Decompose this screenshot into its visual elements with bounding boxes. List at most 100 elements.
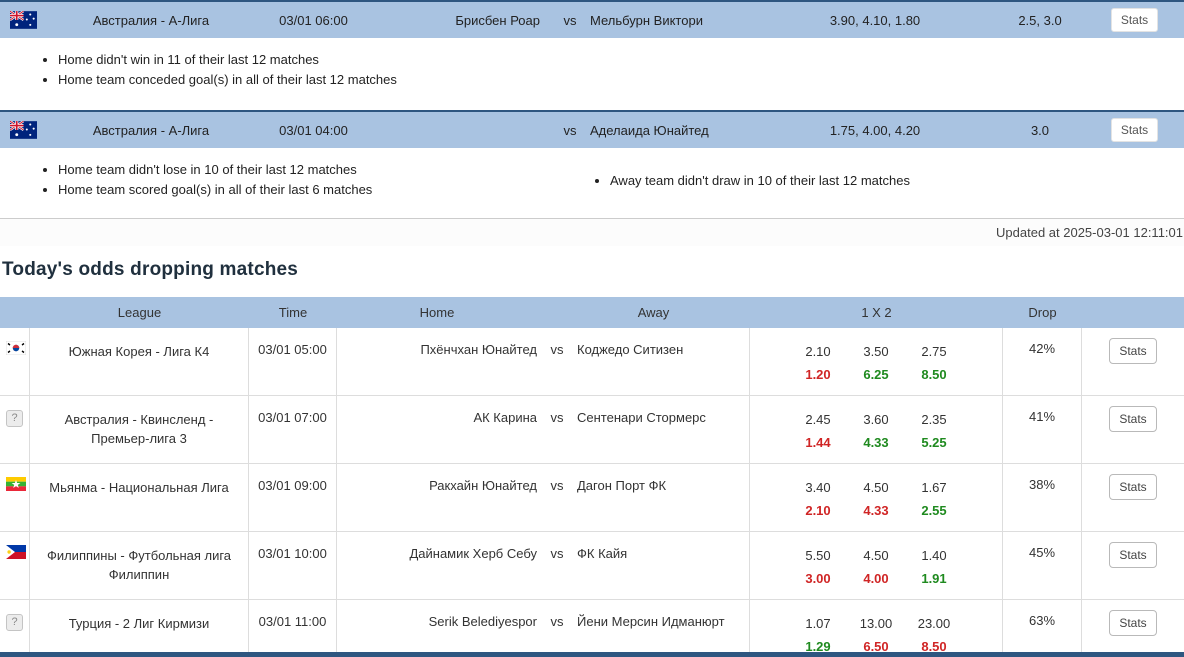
- odds-cell: 5.50 4.50 1.40 3.00 4.00 1.91: [750, 532, 1003, 599]
- match-bar-2: Австралия - А-Лига 03/01 04:00 vs Аделаи…: [0, 110, 1184, 148]
- match-notes-2: Home team didn't lose in 10 of their las…: [0, 148, 1184, 218]
- odds-home: 2.10: [805, 344, 831, 359]
- league-name: Южная Корея - Лига К4: [30, 328, 249, 395]
- opening-odds: 3.40 4.50 1.67: [750, 480, 1002, 495]
- flag-cell: [0, 121, 46, 139]
- match-totals: 2.5, 3.0: [1018, 12, 1062, 28]
- stats-button[interactable]: Stats: [1109, 542, 1157, 568]
- stats-button[interactable]: Stats: [1110, 118, 1159, 142]
- odds-away-now: 5.25: [921, 435, 947, 450]
- odds-draw: 13.00: [859, 616, 893, 631]
- away-team: Дагон Порт ФК: [577, 478, 667, 493]
- flag-cell: ?: [0, 396, 30, 463]
- league-name: Филиппины - Футбольная лига Филиппин: [30, 532, 249, 599]
- vs-label: vs: [563, 122, 577, 138]
- header-drop: Drop: [1028, 305, 1057, 320]
- note-item: Home team didn't lose in 10 of their las…: [58, 162, 592, 177]
- australia-flag-icon: [10, 121, 37, 139]
- odds-draw-now: 4.33: [863, 435, 889, 450]
- unknown-flag-icon: ?: [6, 409, 23, 427]
- flag-cell: [0, 464, 30, 531]
- odds-home: 3.40: [805, 480, 831, 495]
- match-time: 03/01 10:00: [249, 532, 337, 599]
- away-team: Сентенари Стормерс: [577, 410, 706, 425]
- match-teams: Дайнамик Херб Себу vs ФК Кайя: [337, 532, 750, 599]
- notes-right-column: Away team didn't draw in 10 of their las…: [592, 148, 1184, 218]
- match-time: 03/01 11:00: [249, 600, 337, 657]
- philippines-flag-icon: [6, 545, 26, 559]
- flag-cell: ?: [0, 600, 30, 657]
- league-name: Австралия - А-Лига: [92, 12, 210, 28]
- opening-odds: 5.50 4.50 1.40: [750, 548, 1002, 563]
- opening-odds: 1.07 13.00 23.00: [750, 616, 1002, 631]
- note-item: Home team conceded goal(s) in all of the…: [58, 72, 592, 87]
- odds-draw: 3.60: [863, 412, 889, 427]
- league-name: Австралия - Квинсленд - Премьер-лига 3: [30, 396, 249, 463]
- match-teams: Брисбен Роар vs Мельбурн Виктори: [371, 13, 755, 28]
- odds-cell: 1.07 13.00 23.00 1.29 6.50 8.50: [750, 600, 1003, 657]
- stats-button[interactable]: Stats: [1109, 610, 1157, 636]
- match-teams: Ракхайн Юнайтед vs Дагон Порт ФК: [337, 464, 750, 531]
- unknown-flag-icon: ?: [6, 613, 23, 631]
- odds-dropping-table: League Time Home Away 1 X 2 Drop: [0, 297, 1184, 657]
- match-totals: 3.0: [1030, 122, 1050, 138]
- opening-odds: 2.10 3.50 2.75: [750, 344, 1002, 359]
- note-item: Away team didn't draw in 10 of their las…: [610, 173, 1184, 188]
- odds-cell: 3.40 4.50 1.67 2.10 4.33 2.55: [750, 464, 1003, 531]
- table-row: Филиппины - Футбольная лига Филиппин 03/…: [0, 532, 1184, 600]
- home-team: АК Карина: [473, 410, 537, 425]
- flag-cell: [0, 328, 30, 395]
- odds-home: 2.45: [805, 412, 831, 427]
- odds-draw: 3.50: [863, 344, 889, 359]
- stats-button[interactable]: Stats: [1109, 406, 1157, 432]
- vs-label: vs: [550, 478, 564, 493]
- match-time: 03/01 09:00: [249, 464, 337, 531]
- match-time: 03/01 05:00: [249, 328, 337, 395]
- header-vs-gap: [537, 305, 577, 320]
- table-row: Южная Корея - Лига К4 03/01 05:00 Пхёнчх…: [0, 328, 1184, 396]
- stats-cell: Stats: [1082, 600, 1184, 657]
- away-team: Коджедо Ситизен: [577, 342, 684, 357]
- match-notes-1: Home didn't win in 11 of their last 12 m…: [0, 38, 1184, 110]
- odds-cell: 2.45 3.60 2.35 1.44 4.33 5.25: [750, 396, 1003, 463]
- odds-away: 1.40: [921, 548, 947, 563]
- updated-timestamp: Updated at 2025-03-01 12:11:01: [0, 218, 1184, 246]
- odds-away-now: 2.55: [921, 503, 947, 518]
- odds-draw-now: 4.33: [863, 503, 889, 518]
- odds-away-now: 1.91: [921, 571, 947, 586]
- odds-home: 5.50: [805, 548, 831, 563]
- match-teams: vs Аделаида Юнайтед: [371, 123, 755, 138]
- odds-away: 23.00: [917, 616, 951, 631]
- odds-home-now: 1.29: [805, 639, 831, 654]
- stats-button[interactable]: Stats: [1110, 8, 1159, 32]
- note-item: Home didn't win in 11 of their last 12 m…: [58, 52, 592, 67]
- odds-cell: 2.10 3.50 2.75 1.20 6.25 8.50: [750, 328, 1003, 395]
- flag-cell: [0, 532, 30, 599]
- stats-cell: Stats: [1085, 118, 1184, 142]
- odds-home-now: 1.44: [805, 435, 831, 450]
- odds-draw-now: 6.50: [863, 639, 889, 654]
- header-match: Home Away: [337, 305, 750, 320]
- home-team: Дайнамик Херб Себу: [409, 546, 537, 561]
- bottom-divider-bar: [0, 652, 1184, 657]
- table-header-row: League Time Home Away 1 X 2 Drop: [0, 297, 1184, 328]
- odds-away-now: 8.50: [921, 639, 947, 654]
- stats-cell: Stats: [1082, 396, 1184, 463]
- current-odds: 2.10 4.33 2.55: [750, 503, 1002, 518]
- match-teams: Serik Belediyespor vs Йени Мерсин Идманю…: [337, 600, 750, 657]
- match-odds-1x2: 3.90, 4.10, 1.80: [829, 12, 921, 28]
- vs-label: vs: [563, 12, 577, 28]
- opening-odds: 2.45 3.60 2.35: [750, 412, 1002, 427]
- match-time: 03/01 04:00: [279, 122, 348, 138]
- league-name: Мьянма - Национальная Лига: [30, 464, 249, 531]
- drop-percentage: 63%: [1003, 600, 1082, 657]
- league-name: Турция - 2 Лиг Кирмизи: [30, 600, 249, 657]
- odds-away: 2.75: [921, 344, 947, 359]
- table-row: ? Турция - 2 Лиг Кирмизи 03/01 11:00 Ser…: [0, 600, 1184, 657]
- odds-away-now: 8.50: [921, 367, 947, 382]
- stats-button[interactable]: Stats: [1109, 338, 1157, 364]
- away-team: Мельбурн Виктори: [590, 12, 703, 28]
- stats-cell: Stats: [1085, 8, 1184, 32]
- stats-button[interactable]: Stats: [1109, 474, 1157, 500]
